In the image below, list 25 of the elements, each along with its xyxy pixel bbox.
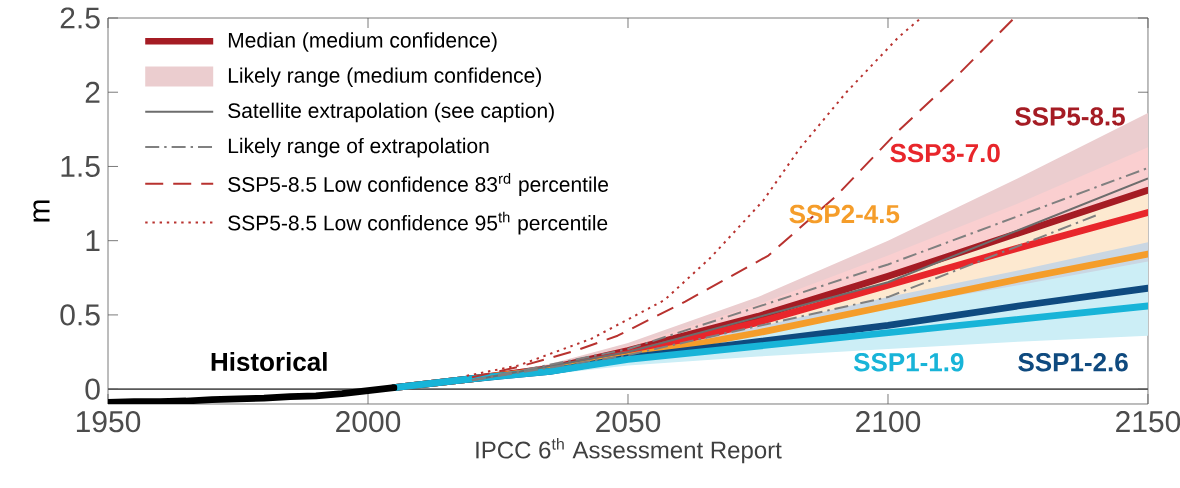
y-tick-label: 0	[85, 378, 100, 400]
legend-label: Satellite extrapolation (see caption)	[228, 102, 554, 123]
text: SSP2-4.5	[789, 204, 900, 224]
x-tick-label: 2000	[336, 411, 401, 433]
legend-label: SSP5-8.5 Low confidence 95$^{th}$ percentile	[228, 211, 608, 235]
annotation: Likely range (medium confidence)	[228, 67, 541, 87]
series-label: SSP1-2.6	[1018, 353, 1128, 372]
annotation: Median (medium confidence)	[228, 32, 497, 52]
y-tick-label: 2	[85, 81, 100, 103]
series-label: Historical	[211, 351, 327, 372]
x-tick-label: 2050	[596, 411, 661, 433]
x-tick-label: 2100	[856, 411, 921, 433]
text: SSP5-8.5	[1015, 107, 1125, 126]
legend-label: SSP5-8.5 Low confidence 83$^{rd}$ percentile	[228, 173, 609, 197]
y-tick-label: 1.5	[61, 156, 100, 177]
y-tick-label: 2.5	[60, 7, 100, 29]
text: SSP3-7.0	[890, 143, 1000, 163]
y-tick-label: 0.5	[60, 304, 100, 326]
y-tick-label: 1	[86, 230, 100, 252]
x-axis-title: IPCC 6$^{th}$ Assessment Report	[476, 438, 782, 464]
series-label: SSP1-1.9	[853, 353, 964, 372]
x-tick-label: 1950	[76, 411, 141, 433]
y-axis-title: m	[33, 200, 50, 222]
legend-label: Likely range of extrapolation	[228, 137, 489, 158]
x-tick-label: 2150	[1116, 411, 1180, 433]
